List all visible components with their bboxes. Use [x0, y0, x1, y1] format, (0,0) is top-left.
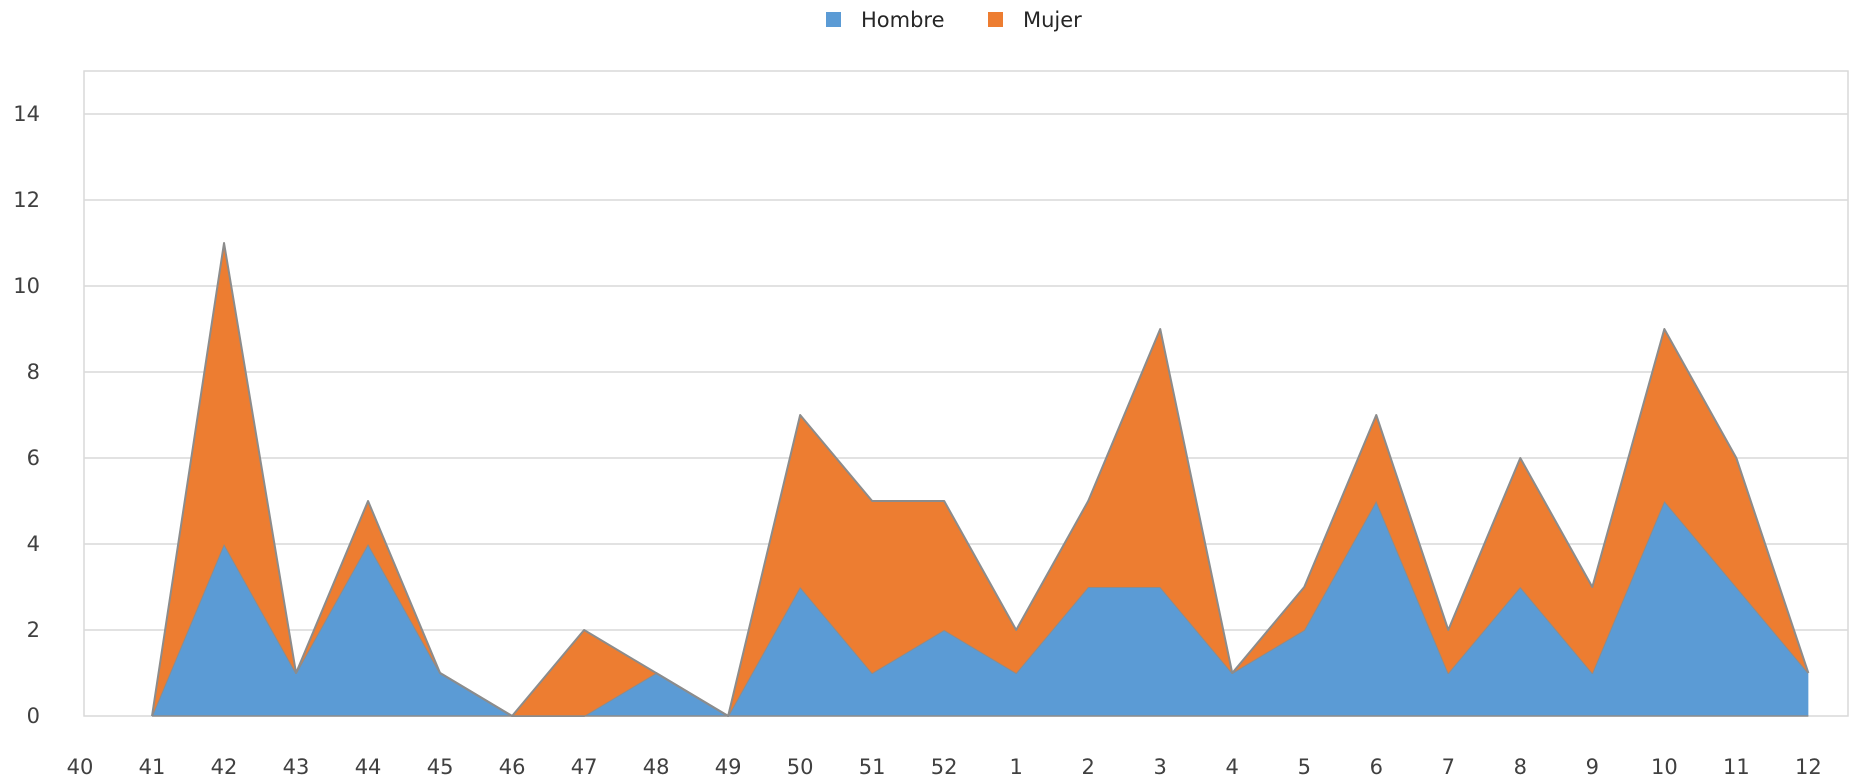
x-tick-label-41: 41	[139, 755, 166, 779]
y-tick-label-14: 14	[13, 102, 40, 126]
x-tick-label-6: 6	[1370, 755, 1383, 779]
legend-label-hombre: Hombre	[861, 8, 945, 32]
x-tick-label-46: 46	[499, 755, 526, 779]
x-tick-label-10: 10	[1651, 755, 1678, 779]
x-tick-label-47: 47	[571, 755, 598, 779]
x-tick-label-45: 45	[427, 755, 454, 779]
x-tick-label-40: 40	[67, 755, 94, 779]
x-tick-label-44: 44	[355, 755, 382, 779]
series-areas	[151, 242, 1810, 717]
x-tick-label-12: 12	[1795, 755, 1822, 779]
y-tick-label-8: 8	[27, 360, 40, 384]
y-axis-tick-labels: 0 2 4 6 8 10 12 14	[13, 102, 40, 728]
x-tick-label-4: 4	[1226, 755, 1239, 779]
x-tick-label-43: 43	[283, 755, 310, 779]
y-tick-label-12: 12	[13, 188, 40, 212]
x-tick-label-48: 48	[643, 755, 670, 779]
area-outline-mujer	[151, 242, 1810, 717]
legend-label-mujer: Mujer	[1023, 8, 1082, 32]
y-tick-label-4: 4	[27, 532, 40, 556]
x-tick-label-49: 49	[715, 755, 742, 779]
y-tick-label-0: 0	[27, 704, 40, 728]
area-mujer	[152, 243, 1809, 716]
x-tick-label-2: 2	[1082, 755, 1095, 779]
x-tick-label-51: 51	[859, 755, 886, 779]
y-tick-label-2: 2	[27, 618, 40, 642]
y-tick-label-10: 10	[13, 274, 40, 298]
legend: Hombre Mujer	[826, 8, 1082, 32]
legend-swatch-hombre	[826, 12, 841, 27]
x-tick-label-9: 9	[1586, 755, 1599, 779]
x-tick-label-42: 42	[211, 755, 238, 779]
x-tick-label-11: 11	[1723, 755, 1750, 779]
x-tick-label-50: 50	[787, 755, 814, 779]
x-tick-label-52: 52	[931, 755, 958, 779]
x-tick-label-8: 8	[1514, 755, 1527, 779]
area-hombre	[152, 501, 1809, 716]
legend-swatch-mujer	[988, 12, 1003, 27]
x-tick-label-1: 1	[1010, 755, 1023, 779]
x-tick-label-5: 5	[1298, 755, 1311, 779]
y-tick-label-6: 6	[27, 446, 40, 470]
x-axis-tick-labels: 40 41 42 43 44 45 46 47 48 49 50 51 52 1 2 3 4 5 6 7 8 9 10 11 1…	[67, 755, 1822, 779]
x-tick-label-7: 7	[1442, 755, 1455, 779]
x-tick-label-3: 3	[1154, 755, 1167, 779]
